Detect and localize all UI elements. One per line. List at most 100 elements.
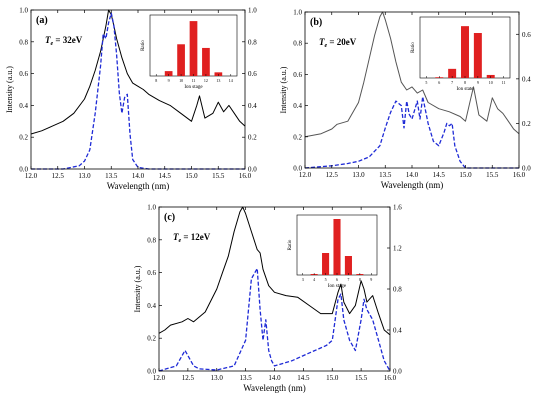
inset-tick-label: 8 bbox=[155, 78, 157, 83]
temp-symbol: T bbox=[173, 232, 179, 242]
inset-y-axis-label: Ratio bbox=[411, 42, 416, 53]
x-tick-label: 12.0 bbox=[25, 172, 38, 180]
x-tick-label: 15.5 bbox=[212, 172, 225, 180]
x-tick-label: 13.5 bbox=[379, 171, 392, 179]
temp-value: = 20eV bbox=[327, 37, 357, 47]
inset-x-axis-label: Ion stage bbox=[184, 85, 203, 90]
x-tick-label: 14.0 bbox=[406, 171, 419, 179]
x-tick-label: 12.5 bbox=[52, 172, 65, 180]
inset-bar bbox=[461, 26, 469, 78]
x-tick-label: 14.5 bbox=[297, 374, 310, 382]
x-tick-label: 15.0 bbox=[326, 374, 339, 382]
y-tick-label-right: 0.4 bbox=[522, 75, 531, 83]
panel-b: 12.0 12.5 13.0 13.5 14.0 14.5 15.0 15.5 16.00.00… bbox=[279, 9, 531, 191]
x-tick-label: 15.0 bbox=[185, 172, 198, 180]
panel-label: (b) bbox=[310, 17, 322, 28]
inset-bar bbox=[177, 44, 185, 76]
inset-tick-label: 8 bbox=[464, 80, 466, 85]
inset-tick-label: 11 bbox=[192, 78, 196, 83]
x-tick-label: 12.0 bbox=[299, 171, 312, 179]
x-tick-label: 16.0 bbox=[513, 171, 526, 179]
inset-y-axis-label: Ratio bbox=[141, 40, 146, 51]
inset-tick-label: 6 bbox=[438, 80, 440, 85]
inset-tick-label: 9 bbox=[370, 277, 372, 282]
y-tick-label-right: 0.6 bbox=[522, 31, 531, 39]
y-tick-label-left: 0.4 bbox=[147, 302, 156, 310]
inset-tick-label: 8 bbox=[359, 277, 361, 282]
y-tick-label-right: 0.6 bbox=[248, 70, 257, 78]
x-tick-label: 13.5 bbox=[240, 374, 253, 382]
x-tick-label: 15.5 bbox=[355, 374, 368, 382]
temp-subscript: e bbox=[51, 41, 54, 47]
inset-tick-label: 3 bbox=[302, 277, 304, 282]
temp-subscript: e bbox=[179, 238, 182, 244]
temp-value: = 12eV bbox=[181, 232, 211, 242]
inset-bar bbox=[322, 253, 330, 275]
x-tick-label: 14.5 bbox=[433, 171, 446, 179]
inset-bar-chart: 3 4 5 6 7 8 9 Ion stage Ratio bbox=[288, 214, 378, 289]
inset-bar-chart: 5 6 7 8 9 10 11 Ion state Ratio bbox=[411, 16, 511, 92]
y-tick-label-left: 0.2 bbox=[19, 134, 28, 142]
temp-symbol: T bbox=[319, 37, 325, 47]
y-tick-label-right: 0.0 bbox=[248, 166, 257, 174]
y-tick-label-left: 0.6 bbox=[147, 269, 156, 277]
x-axis-label: Wavelength (nm) bbox=[107, 181, 170, 191]
panel-a: 12.0 12.5 13.0 13.5 14.0 14.5 15.0 15.5 16.00.00… bbox=[5, 7, 257, 192]
y-tick-label-left: 0.6 bbox=[293, 71, 302, 79]
x-tick-label: 14.0 bbox=[268, 374, 281, 382]
series-line-solid bbox=[158, 206, 391, 336]
y-tick-label-left: 0.8 bbox=[19, 38, 28, 46]
x-tick-label: 14.5 bbox=[159, 172, 172, 180]
y-axis-label: Intensity (a.u.) bbox=[279, 66, 288, 113]
inset-tick-label: 7 bbox=[347, 277, 349, 282]
inset-bar bbox=[189, 21, 198, 77]
inset-tick-label: 9 bbox=[477, 80, 479, 85]
y-tick-label-left: 0.0 bbox=[19, 166, 28, 174]
y-tick-label-right: 0.4 bbox=[393, 327, 402, 335]
y-tick-label-left: 0.2 bbox=[293, 133, 302, 141]
series-line-solid bbox=[304, 11, 520, 138]
inset-x-axis-label: Ion stage bbox=[328, 284, 347, 289]
y-tick-label-right: 1.6 bbox=[393, 204, 402, 212]
panel-c: 12.0 12.5 13.0 13.5 14.0 14.5 15.0 15.5 16.00.00… bbox=[133, 204, 402, 394]
inset-bar-chart: 8 9 10 11 12 13 14 Ion stage Ratio bbox=[141, 14, 238, 90]
x-tick-label: 12.5 bbox=[326, 171, 339, 179]
series-line-dashed bbox=[304, 96, 519, 169]
y-tick-label-right: 0.8 bbox=[393, 286, 402, 294]
y-tick-label-left: 1.0 bbox=[293, 9, 302, 17]
inset-tick-label: 11 bbox=[502, 80, 506, 85]
inset-tick-label: 7 bbox=[451, 80, 453, 85]
x-axis-label: Wavelength (nm) bbox=[243, 383, 306, 393]
inset-tick-label: 4 bbox=[313, 277, 315, 282]
y-tick-label-left: 0.0 bbox=[147, 368, 156, 376]
inset-tick-label: 10 bbox=[179, 78, 183, 83]
y-tick-label-right: 0.8 bbox=[248, 38, 257, 46]
x-tick-label: 13.0 bbox=[352, 171, 365, 179]
y-tick-label-right: 0.2 bbox=[522, 120, 531, 128]
series-line-dashed bbox=[31, 12, 245, 170]
inset-tick-label: 9 bbox=[168, 78, 170, 83]
temp-value: = 32eV bbox=[53, 35, 83, 45]
x-axis-label: Wavelength (nm) bbox=[381, 180, 444, 190]
y-tick-label-left: 0.0 bbox=[293, 165, 302, 173]
y-tick-label-left: 0.2 bbox=[147, 335, 156, 343]
inset-bar bbox=[448, 68, 457, 78]
inset-tick-label: 5 bbox=[425, 80, 427, 85]
y-tick-label-right: 0.0 bbox=[522, 165, 531, 173]
x-tick-label: 12.5 bbox=[182, 374, 195, 382]
x-tick-label: 15.0 bbox=[459, 171, 472, 179]
inset-tick-label: 6 bbox=[336, 277, 338, 282]
y-tick-label-left: 1.0 bbox=[19, 7, 28, 15]
x-tick-label: 14.0 bbox=[132, 172, 145, 180]
x-tick-label: 16.0 bbox=[384, 374, 397, 382]
inset-bar bbox=[473, 33, 482, 78]
y-tick-label-right: 0.0 bbox=[393, 368, 402, 376]
panel-label: (c) bbox=[164, 212, 175, 223]
x-tick-label: 16.0 bbox=[239, 172, 252, 180]
y-tick-label-left: 0.6 bbox=[19, 70, 28, 78]
y-axis-label: Intensity (a.u.) bbox=[5, 66, 14, 113]
y-tick-label-left: 0.4 bbox=[19, 102, 28, 110]
inset-tick-label: 14 bbox=[229, 78, 233, 83]
x-tick-label: 13.0 bbox=[211, 374, 224, 382]
